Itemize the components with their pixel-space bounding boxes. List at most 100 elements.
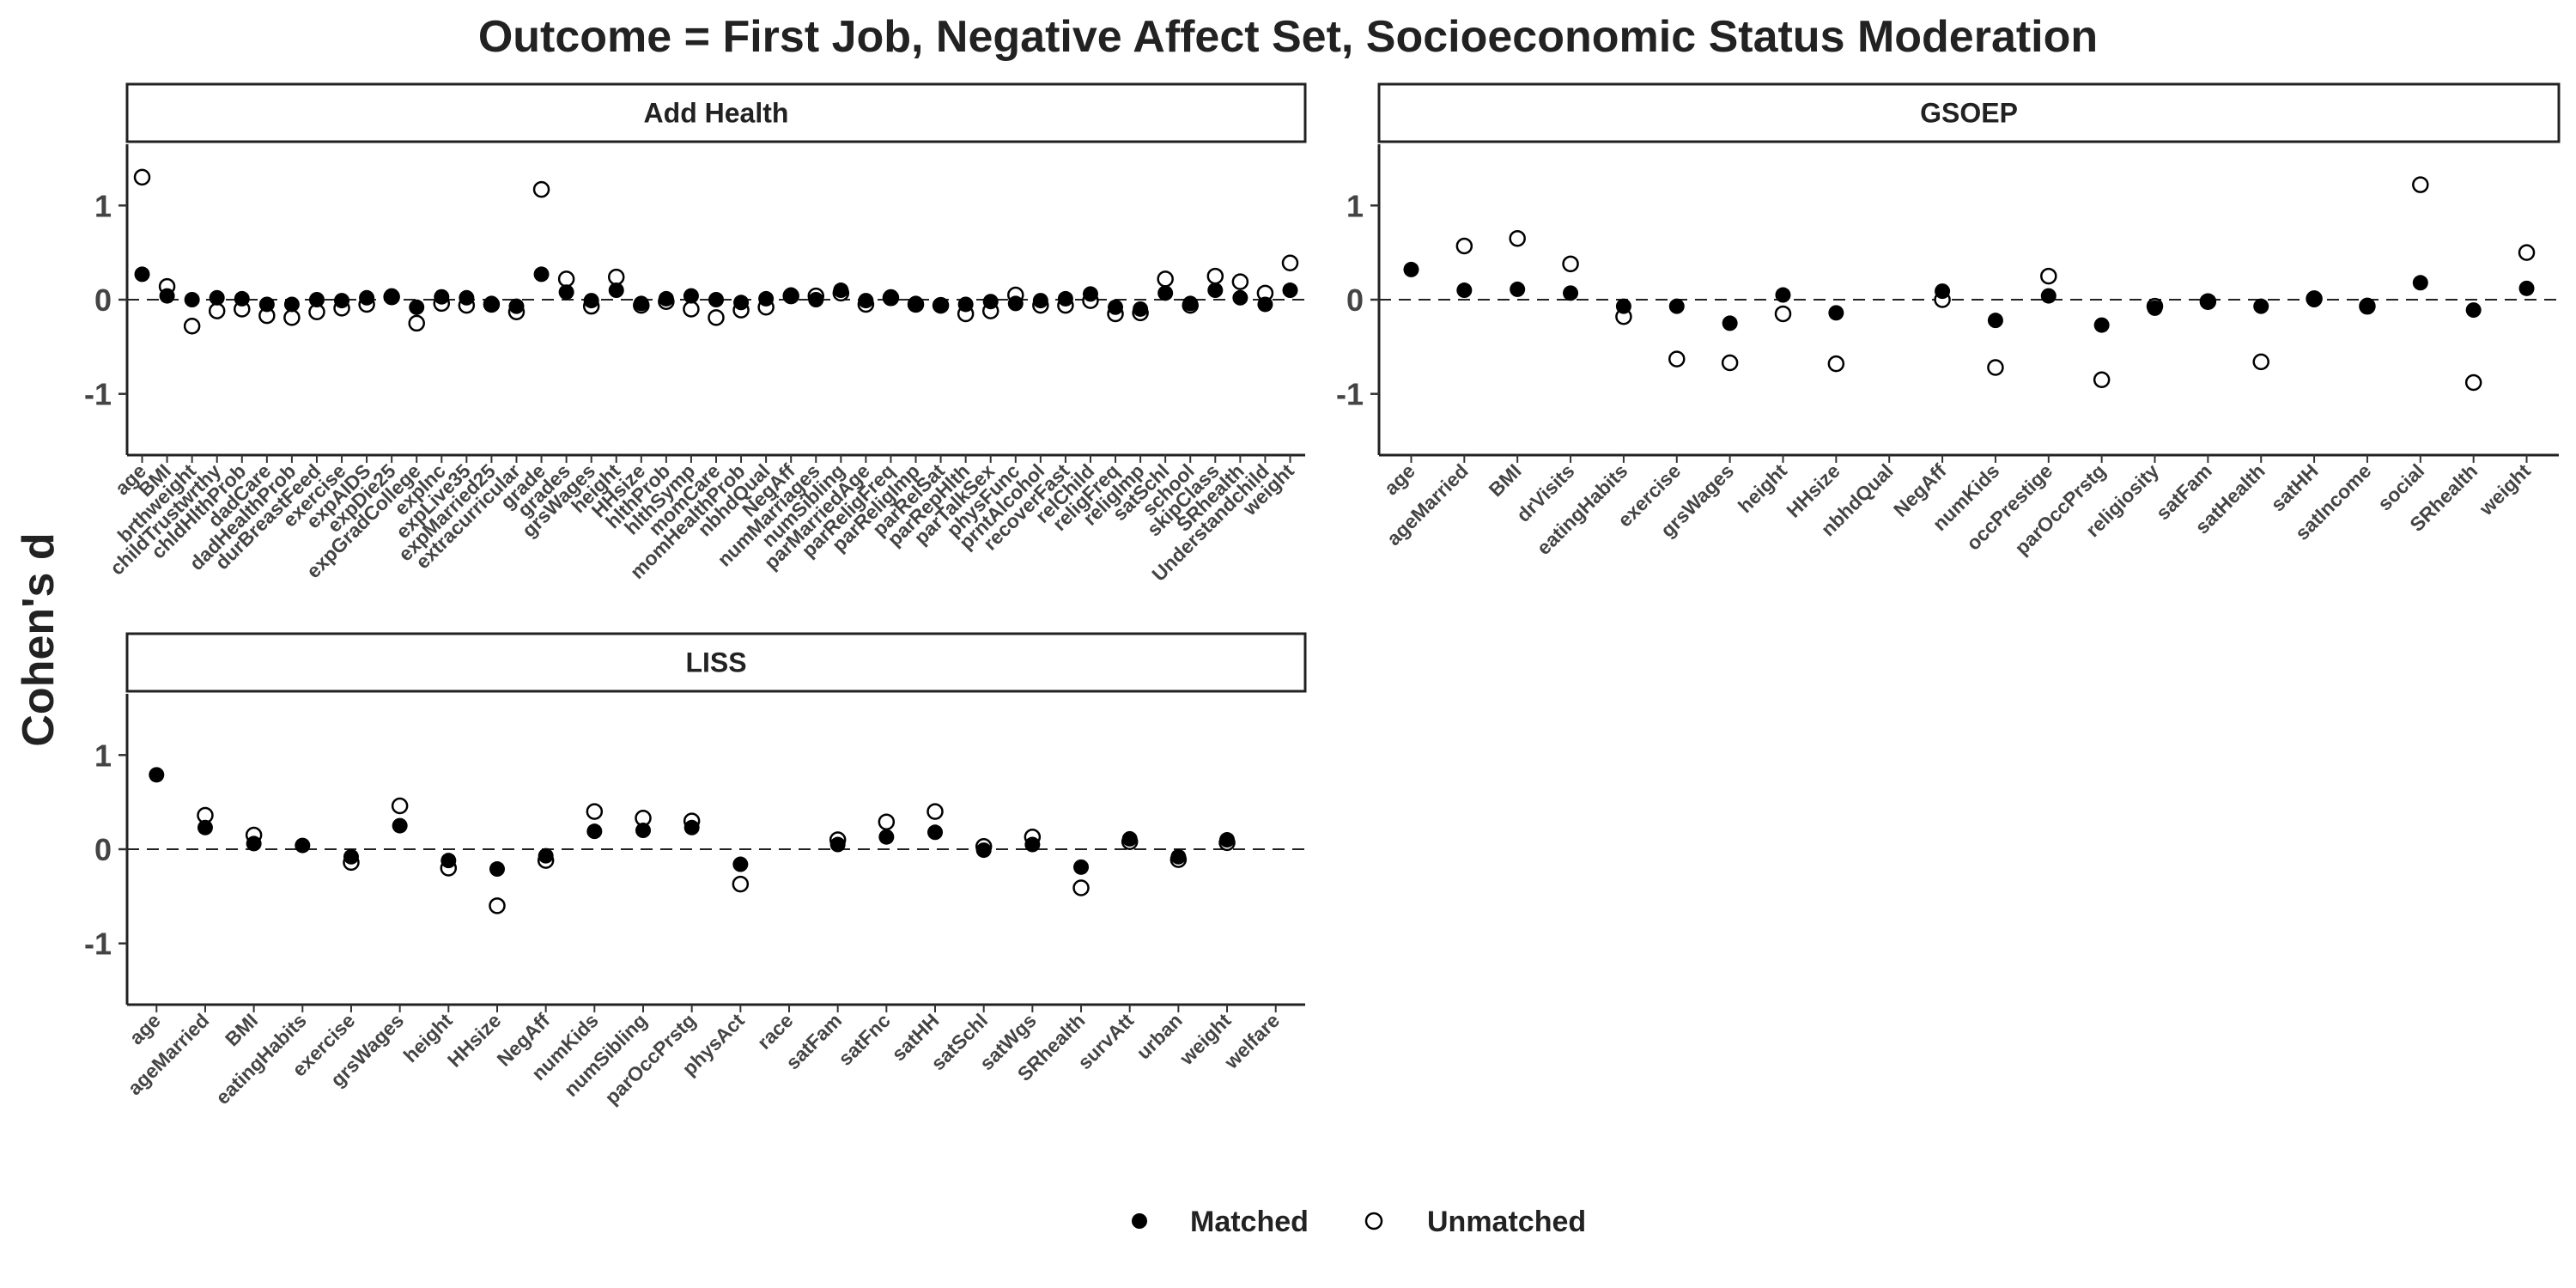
point-matched-urban <box>1170 848 1187 865</box>
point-matched-weight <box>1219 832 1236 848</box>
point-matched-bmi <box>159 288 175 304</box>
point-matched-numkids <box>586 823 603 840</box>
panel-strip-gsoep <box>1377 82 2561 143</box>
point-matched-expaids <box>359 289 375 306</box>
point-matched-partalksex <box>982 294 999 310</box>
point-matched-grades <box>558 284 574 301</box>
point-matched-expgradcollege <box>409 299 425 315</box>
y-axis-label: Cohen's d <box>14 532 64 746</box>
point-unmatched-hlthsymp <box>683 301 700 318</box>
point-unmatched-grswages <box>391 797 409 815</box>
panel-add-health: Add Health-101ageBMIbrthweightchildTrust… <box>84 82 1307 586</box>
x-tick-label: HHsize <box>443 1009 506 1072</box>
panel-strip-label-gsoep: GSOEP <box>1920 98 2018 129</box>
point-unmatched-weight <box>1281 254 1299 271</box>
point-matched-srhealth <box>2465 302 2482 319</box>
point-matched-nummarriages <box>808 292 824 307</box>
point-matched-weight <box>2518 280 2535 296</box>
point-matched-grswages <box>1722 315 1738 331</box>
point-matched-nbhdqual <box>758 290 775 307</box>
point-matched-satwgs <box>1024 836 1041 853</box>
x-tick-label: age <box>125 1009 164 1048</box>
point-unmatched-satfnc <box>878 813 896 830</box>
point-unmatched-brthweight <box>183 317 201 335</box>
point-matched-eatinghabits <box>1615 298 1631 314</box>
point-matched-satschl <box>975 842 992 859</box>
point-matched-hhsize <box>1828 305 1844 321</box>
point-unmatched-srhealth <box>1072 879 1090 896</box>
panel-strip-add-health <box>125 82 1307 143</box>
point-matched-sathh <box>2306 292 2323 307</box>
point-matched-satfam <box>829 836 846 853</box>
point-unmatched-satschl <box>1157 270 1174 288</box>
point-matched-parrelsat <box>933 297 949 313</box>
point-matched-dadcare <box>258 296 275 313</box>
y-tick-label: 0 <box>94 283 112 318</box>
point-unmatched-agemarried <box>1455 237 1473 255</box>
point-matched-durbreastfeed <box>308 292 325 307</box>
y-tick-label: -1 <box>84 927 112 962</box>
point-matched-hhsize <box>633 295 649 312</box>
legend: Matched Unmatched <box>1132 1206 1586 1238</box>
point-unmatched-momcare <box>708 309 725 326</box>
point-matched-momhealthprob <box>733 295 750 311</box>
point-matched-grswages <box>583 293 599 309</box>
point-matched-expdie25 <box>384 288 400 304</box>
point-matched-sathh <box>927 824 944 841</box>
point-matched-satincome <box>2359 297 2375 313</box>
y-tick-label: -1 <box>1336 377 1364 412</box>
point-matched-sathealth <box>2253 298 2269 314</box>
point-matched-drvisits <box>1563 285 1579 301</box>
point-matched-negaff <box>538 848 554 864</box>
point-matched-parmarriedage <box>858 293 874 309</box>
point-unmatched-expgradcollege <box>408 314 425 332</box>
point-matched-height <box>1775 287 1791 303</box>
y-tick-label: 1 <box>94 738 112 773</box>
point-matched-survatt <box>1121 830 1138 847</box>
x-tick-label: weight <box>2474 459 2535 520</box>
point-matched-religfreq <box>1108 299 1124 315</box>
chart-title: Outcome = First Job, Negative Affect Set… <box>478 12 2098 62</box>
point-unmatched-skipclass <box>1206 267 1224 285</box>
x-tick-label: height <box>1734 459 1791 517</box>
point-matched-skipclass <box>1207 283 1224 299</box>
x-tick-label: satFnc <box>834 1009 895 1070</box>
point-matched-srhealth <box>1232 289 1249 306</box>
point-matched-paroccprstg <box>683 819 700 835</box>
point-matched-grswages <box>392 817 408 834</box>
y-tick-label: 0 <box>94 832 112 867</box>
point-matched-bmi <box>1510 281 1526 297</box>
point-matched-height <box>440 853 457 869</box>
point-unmatched-sathh <box>927 803 944 820</box>
point-matched-explive35 <box>459 289 475 306</box>
facet-panels: Add Health-101ageBMIbrthweightchildTrust… <box>84 82 2561 1109</box>
x-tick-label: BMI <box>1485 459 1526 501</box>
point-matched-parreligimp <box>908 295 924 312</box>
point-unmatched-age <box>133 168 151 186</box>
point-matched-relchild <box>1082 286 1098 302</box>
point-matched-agemarried <box>1456 283 1473 299</box>
point-matched-school <box>1182 295 1199 312</box>
point-matched-grade <box>533 266 550 283</box>
panel-strip-label-add-health: Add Health <box>644 98 789 129</box>
y-tick-label: -1 <box>84 377 112 412</box>
point-unmatched-grades <box>557 270 575 288</box>
point-matched-hlthsymp <box>683 288 699 304</box>
x-tick-label: age <box>1380 459 1419 499</box>
point-unmatched-height <box>1774 305 1792 323</box>
point-unmatched-childtrustwrthy <box>208 302 226 319</box>
point-matched-age <box>1403 261 1419 277</box>
point-matched-weight <box>1282 283 1298 299</box>
point-matched-social <box>2412 275 2428 291</box>
point-unmatched-drvisits <box>1562 255 1579 273</box>
point-matched-numsibling <box>635 823 651 839</box>
x-tick-label: race <box>753 1009 798 1054</box>
point-unmatched-hhsize <box>1827 355 1845 373</box>
point-matched-eatinghabits <box>295 837 311 854</box>
point-matched-exercise <box>334 293 350 309</box>
point-matched-expinc <box>434 289 450 305</box>
point-matched-prntalcohol <box>1032 293 1048 309</box>
point-matched-recoverfast <box>1057 290 1073 307</box>
point-matched-age <box>134 266 150 283</box>
point-matched-religiosity <box>2147 300 2163 316</box>
